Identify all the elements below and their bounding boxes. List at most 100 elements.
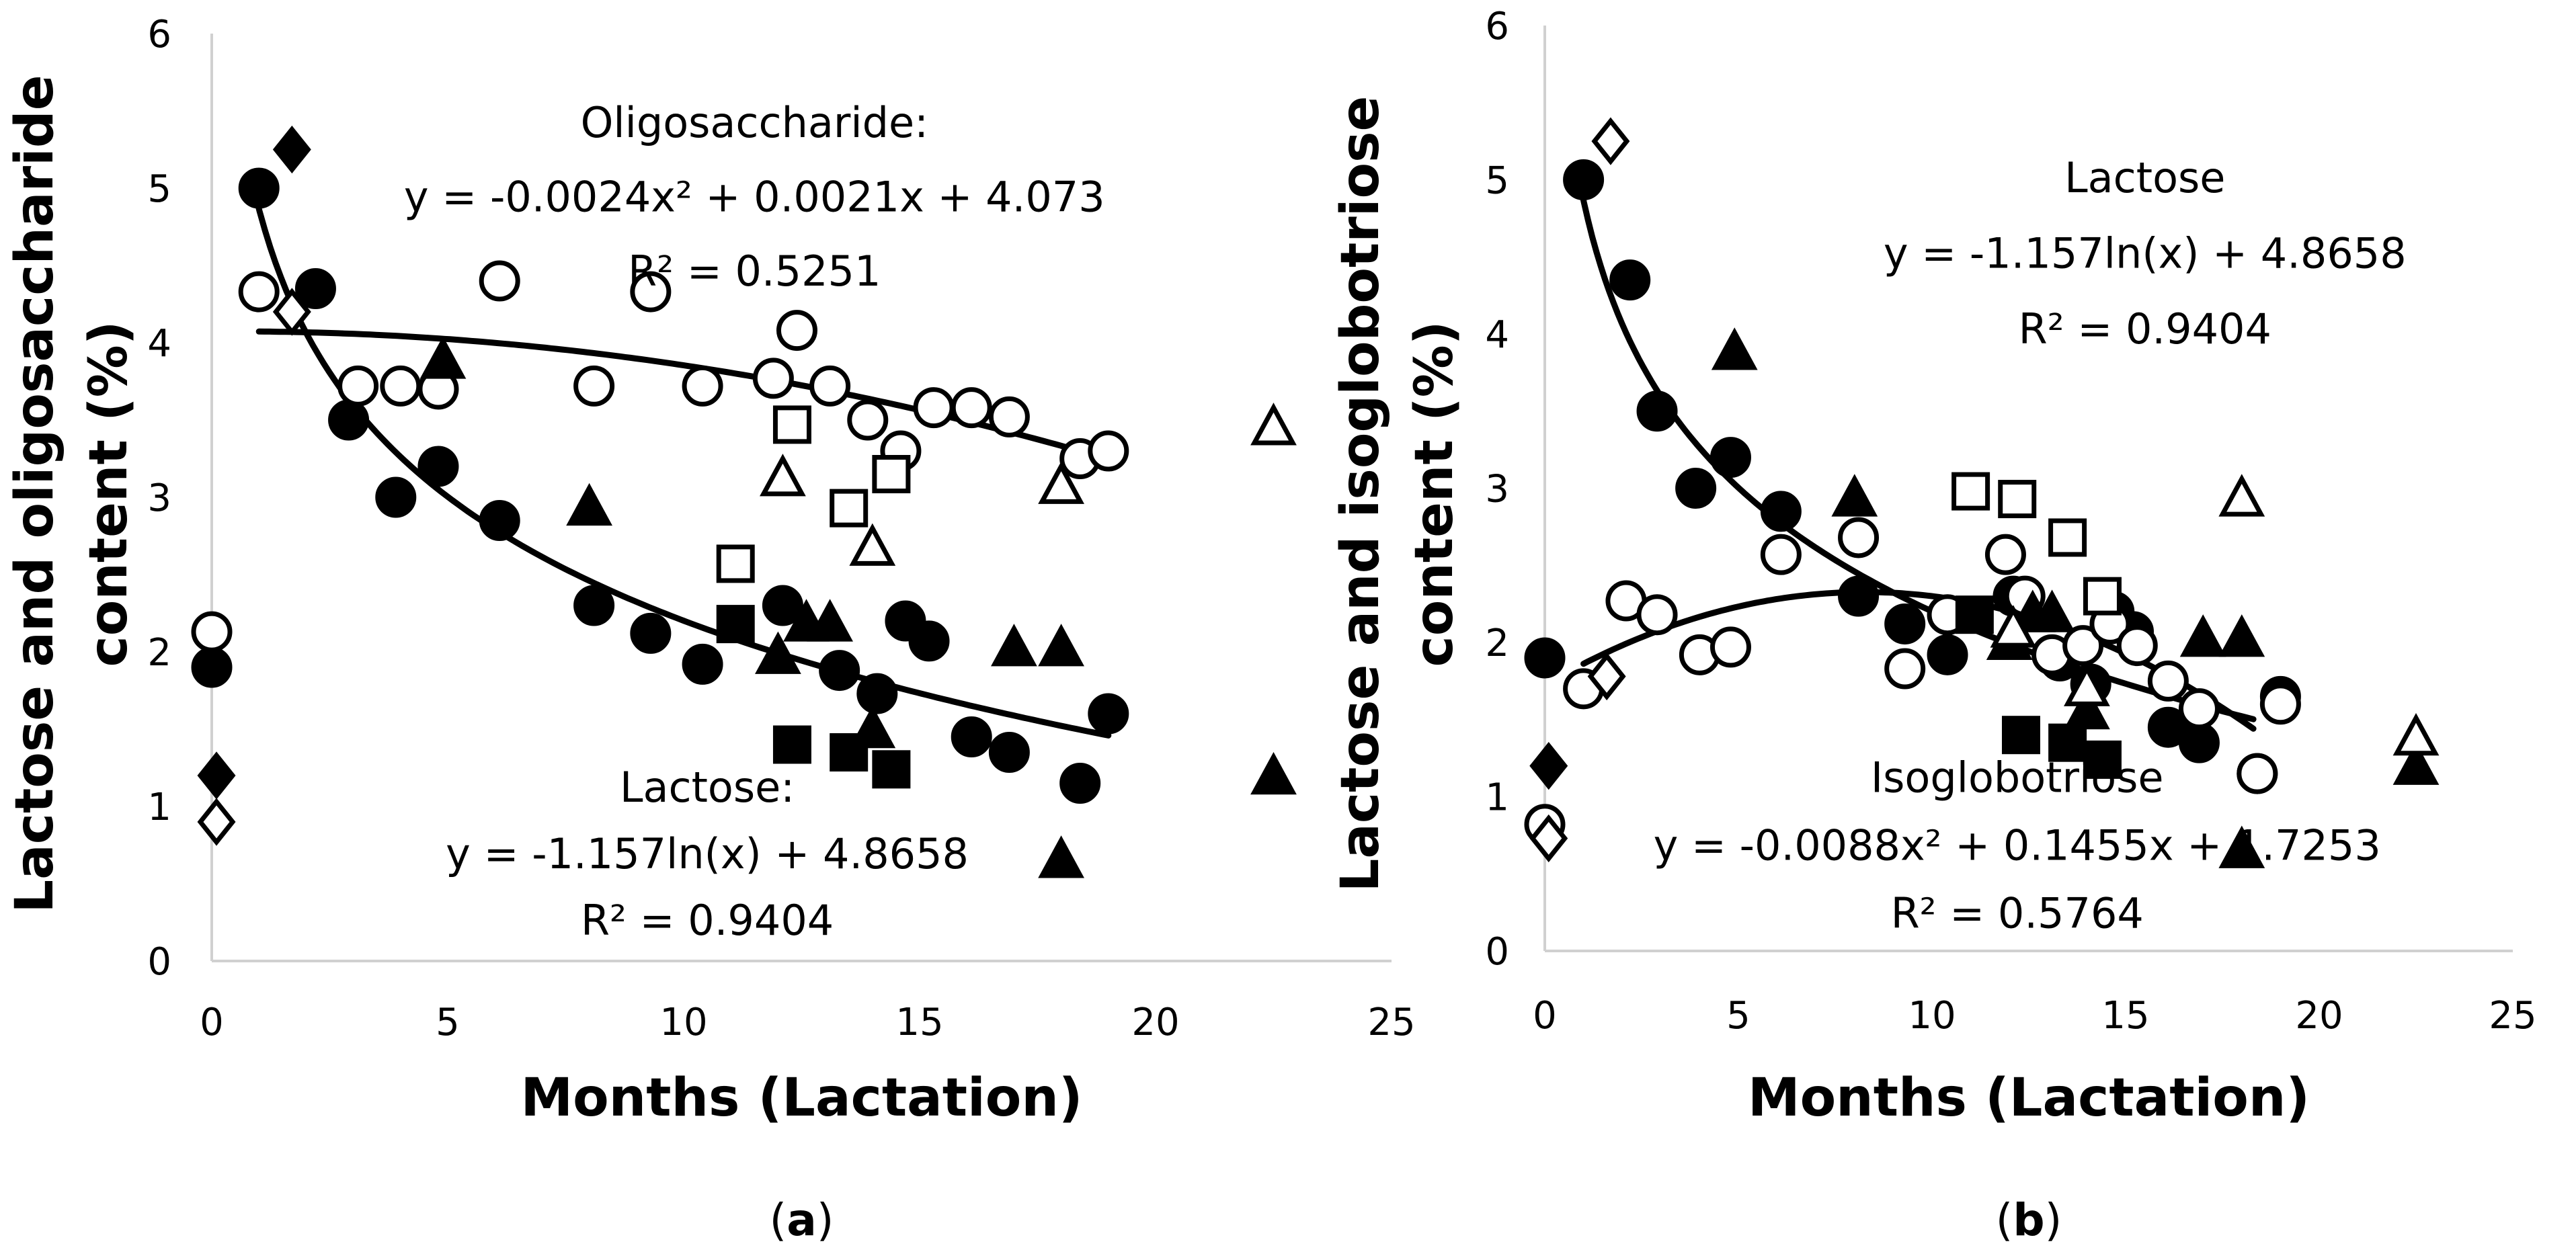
series-circle-filled — [191, 167, 1129, 804]
data-point — [272, 288, 311, 336]
data-point — [951, 716, 992, 757]
panel-label-open: ( — [769, 1194, 787, 1246]
data-point — [819, 650, 860, 692]
data-point — [479, 260, 520, 302]
data-point — [913, 387, 955, 429]
annotation-line: y = -1.157ln(x) + 4.8658 — [446, 829, 969, 878]
data-point — [566, 483, 612, 526]
data-point — [1591, 117, 1630, 165]
series-diamond-filled — [1529, 741, 1568, 790]
data-point — [2083, 577, 2122, 616]
panel-label: (a) — [769, 1194, 834, 1246]
data-point — [272, 125, 311, 174]
x-tick-label: 15 — [2101, 994, 2149, 1038]
data-point — [1529, 814, 1568, 863]
data-point — [479, 500, 520, 541]
data-point — [1955, 595, 1994, 634]
equation-annotation: Oligosaccharide: y = -0.0024x² + 0.0021x … — [404, 98, 1105, 296]
data-point — [2116, 625, 2158, 667]
y-tick-label: 5 — [147, 167, 171, 211]
annotation-line: R² = 0.5251 — [628, 247, 881, 296]
data-point — [2083, 740, 2122, 779]
data-point — [752, 358, 794, 399]
x-tick-label: 15 — [895, 1001, 943, 1044]
x-tick-label: 5 — [436, 1001, 460, 1044]
data-point — [1927, 634, 1968, 675]
data-point — [2178, 722, 2220, 763]
panel-label-letter: a — [787, 1194, 817, 1246]
chart-panel-b: 0 5 10 15 20 25 0 1 2 3 4 5 6 Lactose y = -1.157ln(x) … — [1330, 5, 2537, 1246]
y-axis-title-line2: content (%) — [79, 321, 139, 667]
data-point — [716, 544, 755, 583]
data-point — [1838, 517, 1880, 558]
data-point — [1760, 491, 1802, 532]
y-tick-label: 1 — [1485, 776, 1509, 820]
x-tick-label: 20 — [2295, 994, 2343, 1038]
data-point — [1038, 624, 1084, 667]
data-point — [1088, 693, 1129, 735]
data-point — [1709, 626, 1751, 668]
panel-label-open: ( — [1996, 1194, 2013, 1246]
data-point — [2237, 753, 2278, 794]
x-tick-label: 5 — [1726, 994, 1750, 1038]
data-point — [1884, 603, 1926, 644]
y-axis-title-line1: Lactose and oligosaccharide — [5, 75, 65, 913]
data-point — [573, 365, 615, 407]
data-point — [1636, 390, 1678, 432]
data-point — [988, 396, 1030, 437]
data-point — [573, 585, 615, 626]
series-square-filled — [1955, 595, 2122, 779]
data-point — [2218, 474, 2265, 517]
series-square-filled — [716, 605, 911, 789]
data-point — [1038, 461, 1084, 504]
data-point — [238, 271, 280, 312]
x-tick-label: 25 — [1367, 1001, 1415, 1044]
y-tick-label: 2 — [1485, 622, 1509, 665]
data-point — [1038, 835, 1084, 878]
data-point — [772, 725, 811, 764]
series-diamond-open — [197, 288, 311, 846]
data-point — [1831, 474, 1878, 517]
data-point — [872, 750, 911, 789]
data-point — [2392, 712, 2440, 756]
y-tick-label: 3 — [147, 476, 171, 520]
data-point — [1711, 327, 1758, 370]
data-point — [328, 399, 370, 441]
chart-panel-a: 0 5 10 15 20 25 0 1 2 3 4 5 6 Oligosaccharide: y = -0.… — [5, 13, 1416, 1246]
y-tick-label: 6 — [147, 13, 171, 56]
data-point — [238, 167, 280, 209]
data-point — [1563, 159, 1605, 200]
series-diamond-open — [1529, 117, 1630, 863]
y-tick-label: 4 — [1485, 313, 1509, 357]
data-point — [776, 310, 817, 351]
y-tick-label: 0 — [1485, 930, 1509, 974]
annotation-line: y = -0.0088x² + 0.1455x + 1.7253 — [1654, 821, 2381, 870]
data-point — [630, 271, 672, 312]
data-point — [2178, 688, 2220, 730]
data-point — [1636, 594, 1678, 636]
x-axis-title: Months (Lactation) — [1748, 1068, 2310, 1128]
x-tick-label: 0 — [200, 1001, 224, 1044]
panel-label: (b) — [1996, 1194, 2062, 1246]
data-point — [830, 489, 869, 528]
data-point — [197, 751, 236, 800]
data-point — [337, 365, 379, 407]
data-point — [2392, 742, 2440, 785]
data-point — [908, 620, 950, 662]
series-triangle-filled — [419, 336, 1297, 878]
trendline-lactose — [251, 187, 1112, 739]
annotation-line: Lactose — [2064, 153, 2225, 202]
y-axis-title-line1: Lactose and isoglobotriose — [1330, 96, 1391, 892]
annotation-line: Isoglobotriose — [1871, 753, 2164, 802]
data-point — [1838, 575, 1880, 617]
data-point — [847, 399, 889, 441]
data-point — [1524, 637, 1566, 679]
data-point — [1250, 751, 1297, 795]
y-tick-label: 2 — [147, 631, 171, 675]
y-tick-label: 5 — [1485, 159, 1509, 203]
data-point — [419, 336, 467, 379]
data-point — [2001, 716, 2040, 755]
data-point — [760, 454, 806, 497]
x-axis-title: Months (Lactation) — [520, 1068, 1082, 1128]
data-point — [682, 643, 723, 685]
